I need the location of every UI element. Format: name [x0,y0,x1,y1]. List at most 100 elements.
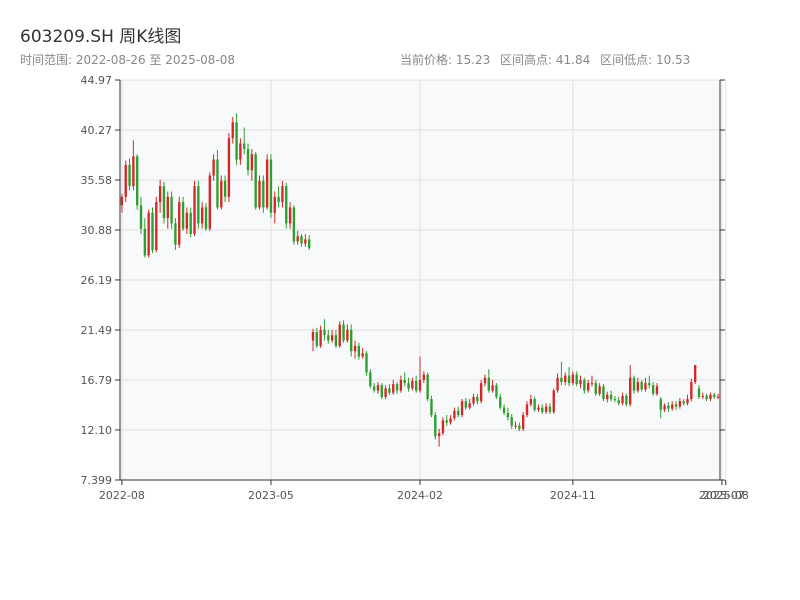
candle [399,375,403,393]
candle-body [170,196,173,224]
candle-body [434,415,437,437]
candle [640,379,643,392]
candle [151,207,154,254]
candle-body [663,405,666,410]
range-high-label: 区间高点: 41.84 [500,53,591,67]
candle-body [254,154,257,208]
candle-body [258,180,261,208]
candle [590,375,594,387]
candle-body [376,385,380,391]
y-tick-label: 30.88 [81,224,113,237]
candle [709,392,712,402]
candle-body [204,207,208,229]
candle [671,401,674,411]
candle [705,393,708,402]
candle-body [243,143,246,149]
candle [243,127,246,155]
candle-body [369,372,372,387]
candle [575,371,578,387]
candle [495,383,498,400]
candle [686,394,689,406]
candle-body [609,394,613,400]
candle [338,321,341,348]
candle [166,191,169,229]
candle [690,378,693,402]
candle [457,406,460,418]
candle [636,377,640,393]
candle-body [411,380,414,389]
candle-body [579,379,582,385]
candle [189,207,192,238]
candle [181,196,185,231]
candle [449,415,452,425]
current-price-label: 当前价格: 15.23 [400,53,491,67]
candle [598,383,601,396]
candle [674,401,678,410]
date-range-label: 时间范围: 2022-08-26 至 2025-08-08 [20,53,235,67]
candle [537,404,540,412]
candle [197,180,200,229]
candle [701,392,704,400]
candle-body [346,329,349,341]
candle-body [483,377,487,384]
candle [357,342,361,360]
candle-body [216,159,219,208]
candle-body [174,223,177,245]
candle-body [269,159,273,213]
candle [132,140,135,191]
candle-body [388,388,391,393]
candle-body [136,156,139,206]
candle-body [208,175,211,229]
candle [288,202,292,229]
candle-body [311,332,315,341]
candle [548,403,552,414]
candle-body [686,399,689,404]
candle-body [250,154,254,171]
candle [178,196,181,248]
candle [162,181,166,224]
candle [330,329,334,343]
candle-body [705,395,708,400]
candle-body [690,382,693,400]
x-tick-label: 2024-02 [397,489,443,502]
candle-body [441,420,445,434]
candle-body [659,399,662,410]
candle [476,393,479,405]
candle-body [548,406,552,412]
candle [621,392,624,406]
candle-body [162,186,166,219]
candle-body [487,377,490,391]
candle [678,398,682,409]
candle [613,395,617,403]
candle [606,391,609,403]
candle-body [422,374,426,380]
candle [422,371,426,384]
y-tick-label: 21.49 [81,324,113,337]
candle-body [227,138,231,197]
candle [300,234,303,247]
candle [258,175,261,210]
candle-body [155,202,158,251]
candle [414,375,418,393]
candle [502,404,506,416]
price-stats: 当前价格: 15.23 区间高点: 41.84 区间低点: 10.53 [400,51,696,68]
candle [697,385,701,400]
candle-body [158,186,162,203]
candle [525,401,529,418]
candle [464,398,468,410]
candle-body [709,394,712,400]
candle [411,377,414,391]
candle [479,379,483,404]
candle-body [457,410,460,416]
candle [372,383,376,393]
candle-body [537,407,540,410]
candle [602,384,605,402]
candle-body [372,386,376,391]
candle [518,422,521,432]
candle-body [281,186,284,203]
y-tick-label: 12.10 [81,424,113,437]
candle [174,218,177,251]
candle [651,382,655,396]
candle-body [262,180,265,208]
candle-body [399,379,403,391]
